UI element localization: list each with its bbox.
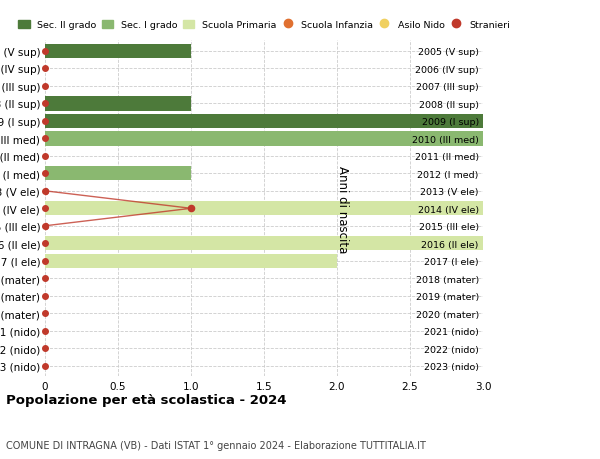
Y-axis label: Anni di nascita: Anni di nascita [335, 165, 349, 252]
Point [40, 292, 50, 300]
Point [40, 257, 50, 265]
Bar [45, 202, 483, 216]
Legend: Sec. II grado, Sec. I grado, Scuola Primaria, Scuola Infanzia, Asilo Nido, Stran: Sec. II grado, Sec. I grado, Scuola Prim… [18, 21, 510, 30]
Point [40, 118, 50, 125]
Point [40, 135, 50, 143]
Point [40, 153, 50, 160]
Bar [45, 254, 337, 269]
Point [40, 223, 50, 230]
Point [40, 310, 50, 317]
Bar [45, 97, 191, 111]
Point [40, 240, 50, 247]
Point [40, 188, 50, 195]
Point [40, 188, 50, 195]
Point [40, 170, 50, 178]
Text: COMUNE DI INTRAGNA (VB) - Dati ISTAT 1° gennaio 2024 - Elaborazione TUTTITALIA.I: COMUNE DI INTRAGNA (VB) - Dati ISTAT 1° … [6, 440, 426, 450]
Point [40, 275, 50, 282]
Point [40, 83, 50, 90]
Point [40, 345, 50, 352]
Bar [45, 167, 191, 181]
Point [40, 66, 50, 73]
Bar [45, 236, 483, 251]
Point [40, 362, 50, 369]
Point [40, 223, 50, 230]
Point [40, 48, 50, 56]
Bar [45, 114, 483, 129]
Point [40, 205, 50, 213]
Point [40, 327, 50, 335]
Bar [45, 132, 483, 146]
Bar [45, 45, 191, 59]
Text: Popolazione per età scolastica - 2024: Popolazione per età scolastica - 2024 [6, 393, 287, 406]
Point [40, 101, 50, 108]
Point [186, 205, 196, 213]
